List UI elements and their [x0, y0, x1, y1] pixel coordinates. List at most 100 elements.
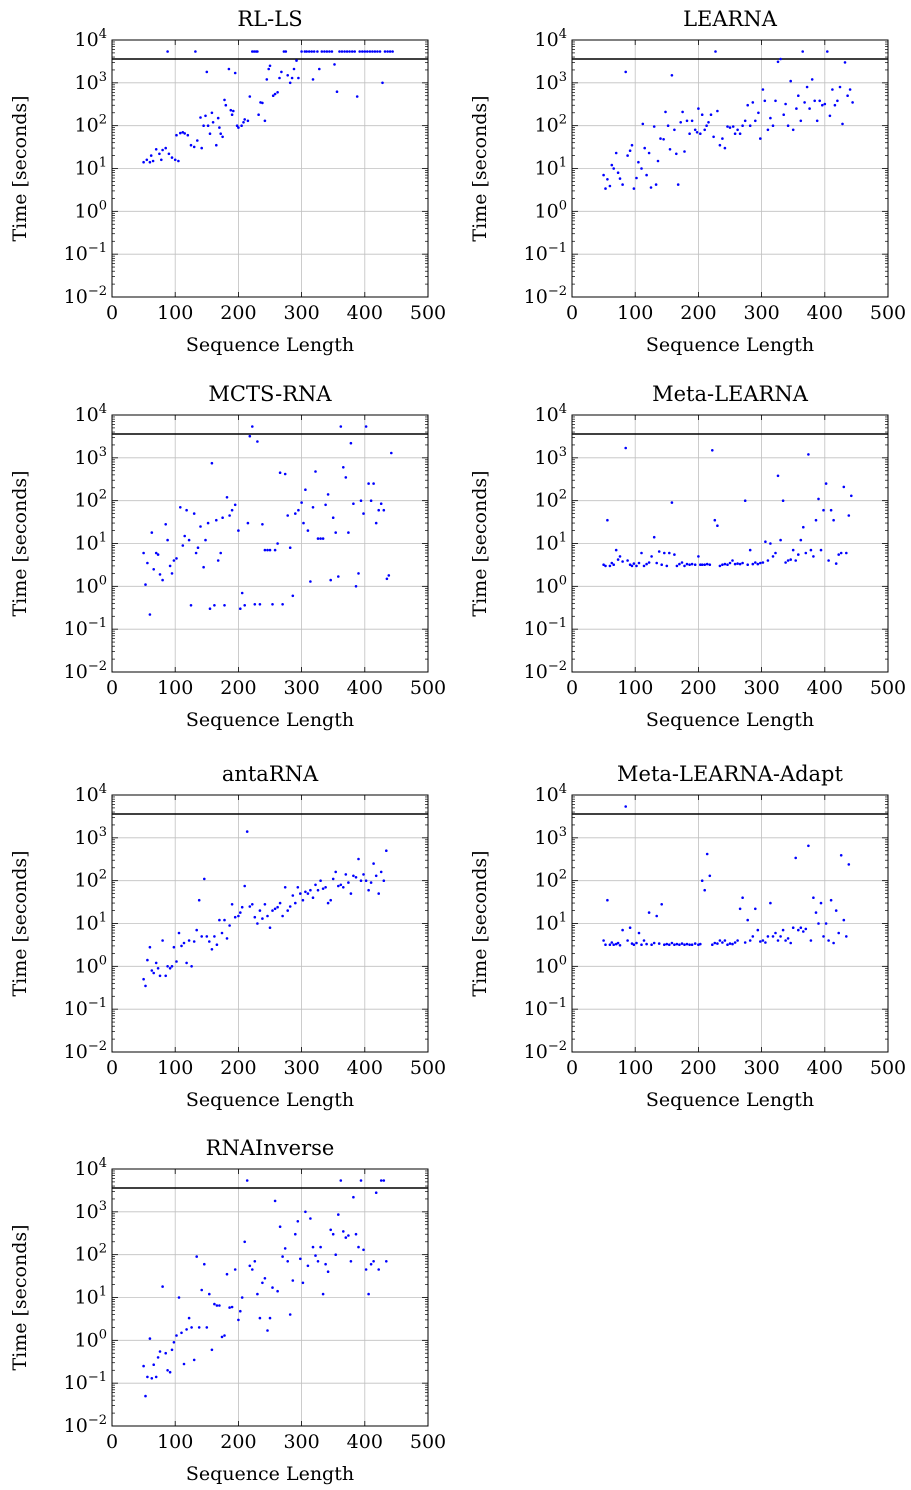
data-point [776, 60, 780, 64]
data-point [614, 942, 618, 946]
data-point [759, 561, 762, 565]
data-point [215, 518, 218, 522]
data-point [660, 903, 663, 906]
data-point [814, 911, 818, 914]
data-point [225, 937, 229, 940]
data-point [224, 103, 228, 107]
data-point [261, 101, 264, 105]
data-point [628, 563, 632, 566]
data-point [847, 863, 851, 866]
data-point [373, 50, 377, 53]
data-point [295, 59, 298, 62]
data-point [290, 76, 294, 80]
data-point [208, 607, 212, 610]
data-point [301, 898, 305, 902]
chart-title: Meta-LEARNA-Adapt [617, 762, 843, 786]
x-axis-label: Sequence Length [646, 1089, 814, 1111]
data-point [799, 119, 803, 123]
data-point [256, 922, 259, 925]
x-tick-label: 500 [410, 1431, 446, 1453]
data-point [846, 94, 849, 97]
data-point [675, 152, 678, 156]
data-point [340, 50, 344, 53]
data-point [342, 466, 345, 469]
y-tick-exponent: 0 [559, 198, 567, 213]
data-point [688, 943, 691, 946]
data-point [319, 879, 322, 882]
data-point [695, 131, 699, 134]
data-point [784, 939, 787, 942]
data-point [379, 1179, 383, 1182]
data-point [630, 564, 634, 568]
y-tick-exponent: 1 [559, 531, 567, 546]
data-point [177, 1296, 181, 1299]
data-point [258, 909, 262, 912]
y-tick-base: 10 [535, 29, 559, 51]
data-point [377, 892, 381, 895]
data-point [718, 564, 722, 568]
data-point [172, 945, 176, 949]
data-point [301, 1281, 305, 1285]
y-tick-exponent: −2 [548, 659, 567, 674]
data-point [306, 1264, 310, 1268]
data-point [675, 564, 679, 568]
data-point [175, 133, 178, 137]
data-point [610, 941, 614, 944]
data-point [834, 562, 838, 565]
data-point [707, 121, 710, 124]
data-point [210, 948, 214, 951]
y-tick-base: 10 [75, 490, 99, 512]
data-point [329, 898, 333, 902]
chart-title: RNAInverse [206, 1136, 335, 1160]
data-point [347, 531, 350, 534]
data-point [161, 939, 164, 942]
data-point [618, 177, 622, 180]
data-point [779, 935, 782, 938]
data-point [663, 551, 666, 555]
data-point [296, 886, 300, 889]
data-point [230, 508, 234, 512]
data-point [786, 124, 790, 127]
data-point [166, 1369, 169, 1372]
y-tick-exponent: 4 [99, 402, 107, 417]
y-tick-exponent: −1 [548, 616, 567, 631]
data-point [195, 1255, 198, 1258]
data-point [299, 1257, 302, 1261]
data-point [839, 854, 843, 857]
data-point [144, 984, 147, 988]
data-points [142, 830, 388, 988]
data-point [764, 941, 767, 944]
x-tick-label: 300 [283, 302, 319, 324]
data-point [616, 171, 620, 174]
data-point [821, 103, 824, 107]
data-point [736, 939, 739, 942]
y-tick-exponent: −1 [88, 1370, 107, 1385]
data-point [196, 139, 199, 142]
data-point [819, 548, 823, 552]
data-point [268, 1316, 272, 1320]
data-point [208, 132, 212, 135]
data-point [185, 961, 188, 965]
data-point [789, 941, 792, 945]
data-point [604, 564, 607, 568]
data-point [164, 1351, 167, 1355]
data-point [602, 563, 605, 566]
y-tick-base: 10 [75, 447, 99, 469]
data-point [233, 503, 237, 507]
data-point [227, 67, 231, 71]
y-tick-exponent: −2 [548, 284, 567, 299]
data-point [278, 1225, 282, 1228]
y-tick-label: 10−2 [524, 659, 567, 683]
data-point [693, 942, 697, 945]
y-tick-base: 10 [75, 575, 99, 597]
data-point [641, 122, 645, 126]
data-point [759, 137, 762, 140]
data-point [331, 877, 335, 881]
data-point [266, 548, 269, 552]
y-tick-base: 10 [535, 447, 559, 469]
data-point [158, 974, 162, 978]
data-point [181, 544, 185, 547]
y-tick-label: 10−2 [524, 284, 567, 308]
data-point [352, 1195, 355, 1199]
data-point [349, 441, 353, 445]
